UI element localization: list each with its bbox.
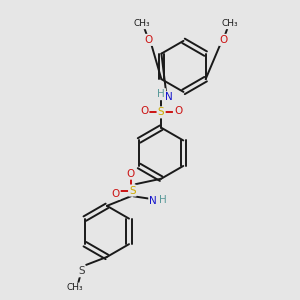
Text: O: O — [140, 106, 148, 116]
Text: O: O — [127, 169, 135, 178]
Text: O: O — [144, 35, 152, 45]
Text: S: S — [78, 266, 85, 276]
Text: N: N — [165, 92, 173, 102]
Text: O: O — [219, 35, 227, 45]
Text: H: H — [159, 195, 166, 205]
Text: CH₃: CH₃ — [134, 20, 150, 28]
Text: S: S — [129, 185, 136, 196]
Text: CH₃: CH₃ — [221, 20, 238, 28]
Text: N: N — [149, 196, 157, 206]
Text: O: O — [111, 189, 120, 199]
Text: H: H — [157, 89, 165, 99]
Text: O: O — [174, 106, 182, 116]
Text: CH₃: CH₃ — [67, 284, 83, 292]
Text: S: S — [158, 107, 164, 117]
